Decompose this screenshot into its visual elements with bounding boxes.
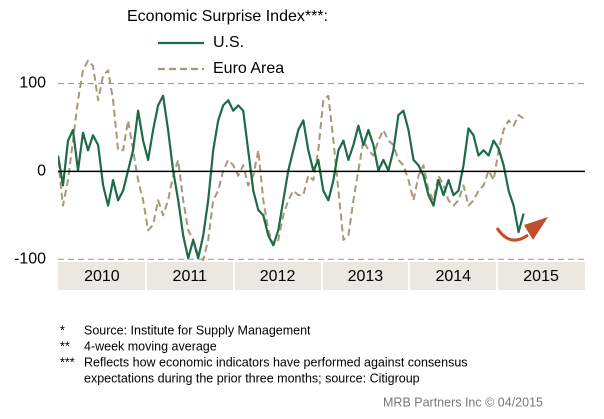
footnote-text: expectations during the prior three mont… xyxy=(84,371,420,385)
y-tick-label: 0 xyxy=(37,163,46,180)
x-tick-label: 2010 xyxy=(84,268,120,285)
footnote-marker: ** xyxy=(60,339,70,353)
legend-title: Economic Surprise Index***: xyxy=(127,8,328,25)
trend-arrow-head xyxy=(524,217,548,240)
x-tick-label: 2012 xyxy=(260,268,296,285)
line-series xyxy=(58,94,525,260)
legend-label: Euro Area xyxy=(213,60,284,77)
line-series xyxy=(58,59,525,262)
y-tick-label: -100 xyxy=(14,250,46,267)
y-tick-label: 100 xyxy=(19,75,46,92)
year-separators xyxy=(145,262,498,290)
footnote-marker: *** xyxy=(60,355,75,369)
footnote-marker: * xyxy=(60,323,65,337)
source-credit: MRB Partners Inc © 04/2015 xyxy=(383,395,543,409)
trend-arrow xyxy=(495,227,529,242)
x-tick-label: 2013 xyxy=(348,268,384,285)
x-tick-label: 2015 xyxy=(523,268,559,285)
footnote-text: Reflects how economic indicators have pe… xyxy=(84,355,468,369)
footnote-text: 4-week moving average xyxy=(84,339,217,353)
x-tick-label: 2011 xyxy=(173,268,208,285)
footnote-text: Source: Institute for Supply Management xyxy=(84,323,311,337)
legend-label: U.S. xyxy=(213,34,244,51)
x-tick-label: 2014 xyxy=(435,268,471,285)
